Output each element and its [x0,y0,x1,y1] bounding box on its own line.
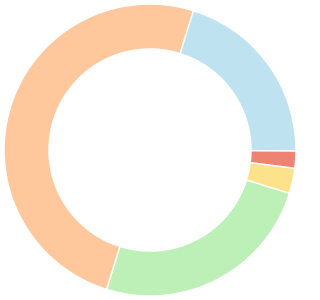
page: {"chart_data": {"type": "doughnut", "val… [3,3,297,297]
chart [3,3,297,297]
slice [179,9,297,152]
slice [3,3,195,291]
slice [105,179,291,297]
